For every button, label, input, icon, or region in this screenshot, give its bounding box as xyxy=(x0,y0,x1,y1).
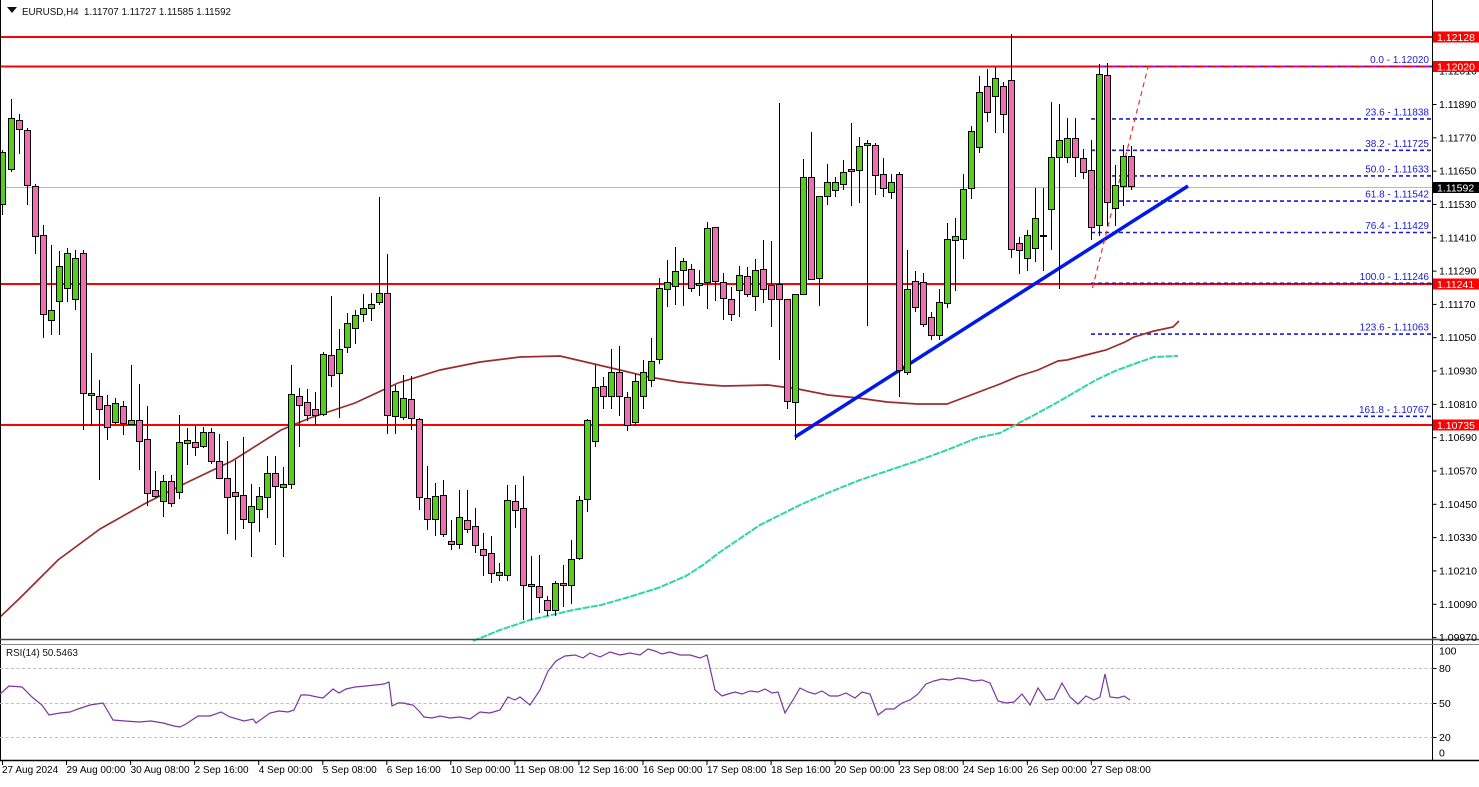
svg-text:20: 20 xyxy=(1439,732,1451,744)
svg-text:18 Sep 16:00: 18 Sep 16:00 xyxy=(771,765,831,776)
svg-text:6 Sep 16:00: 6 Sep 16:00 xyxy=(387,765,441,776)
svg-text:24 Sep 16:00: 24 Sep 16:00 xyxy=(963,765,1023,776)
svg-text:12 Sep 16:00: 12 Sep 16:00 xyxy=(579,765,639,776)
svg-text:61.8 - 1.11542: 61.8 - 1.11542 xyxy=(1365,190,1429,201)
svg-text:76.4 - 1.11429: 76.4 - 1.11429 xyxy=(1365,221,1429,232)
svg-text:23.6 - 1.11838: 23.6 - 1.11838 xyxy=(1365,107,1429,118)
svg-text:1.10330: 1.10330 xyxy=(1439,532,1477,544)
svg-text:1.11770: 1.11770 xyxy=(1439,132,1476,144)
svg-text:1.11410: 1.11410 xyxy=(1439,232,1476,244)
svg-text:50: 50 xyxy=(1439,698,1451,710)
svg-text:1.10930: 1.10930 xyxy=(1439,366,1477,378)
svg-text:1.11592: 1.11592 xyxy=(1437,182,1474,194)
svg-text:0: 0 xyxy=(1439,748,1445,760)
svg-text:1.11170: 1.11170 xyxy=(1439,299,1476,311)
svg-text:100: 100 xyxy=(1439,646,1457,658)
svg-text:0.0 - 1.12020: 0.0 - 1.12020 xyxy=(1370,55,1429,66)
svg-text:1.11530: 1.11530 xyxy=(1439,199,1476,211)
svg-text:2 Sep 16:00: 2 Sep 16:00 xyxy=(195,765,249,776)
svg-text:161.8 - 1.10767: 161.8 - 1.10767 xyxy=(1359,405,1429,416)
svg-text:38.2 - 1.11725: 38.2 - 1.11725 xyxy=(1365,139,1429,150)
svg-text:1.12020: 1.12020 xyxy=(1437,61,1475,73)
svg-text:50.0 - 1.11633: 50.0 - 1.11633 xyxy=(1365,164,1429,175)
svg-text:5 Sep 08:00: 5 Sep 08:00 xyxy=(323,765,377,776)
svg-text:23 Sep 08:00: 23 Sep 08:00 xyxy=(899,765,959,776)
svg-text:1.10450: 1.10450 xyxy=(1439,499,1477,511)
svg-text:1.11890: 1.11890 xyxy=(1439,99,1476,111)
svg-text:4 Sep 00:00: 4 Sep 00:00 xyxy=(259,765,313,776)
svg-text:1.10090: 1.10090 xyxy=(1439,599,1477,611)
svg-text:29 Aug 00:00: 29 Aug 00:00 xyxy=(67,765,126,776)
svg-text:100.0 - 1.11246: 100.0 - 1.11246 xyxy=(1360,272,1430,283)
svg-text:1.11290: 1.11290 xyxy=(1439,266,1476,278)
svg-text:16 Sep 00:00: 16 Sep 00:00 xyxy=(643,765,703,776)
svg-text:1.11650: 1.11650 xyxy=(1439,166,1476,178)
svg-text:30 Aug 08:00: 30 Aug 08:00 xyxy=(131,765,190,776)
svg-text:26 Sep 00:00: 26 Sep 00:00 xyxy=(1027,765,1087,776)
svg-text:1.11241: 1.11241 xyxy=(1437,279,1474,291)
svg-text:10 Sep 00:00: 10 Sep 00:00 xyxy=(451,765,511,776)
svg-text:1.10810: 1.10810 xyxy=(1439,399,1477,411)
svg-text:11 Sep 08:00: 11 Sep 08:00 xyxy=(515,765,574,776)
svg-text:1.10735: 1.10735 xyxy=(1437,420,1475,432)
svg-text:EURUSD,H4 1.11707 1.11727 1.1: EURUSD,H4 1.11707 1.11727 1.11585 1.1159… xyxy=(22,7,231,18)
svg-text:1.09970: 1.09970 xyxy=(1439,632,1477,644)
svg-text:1.10570: 1.10570 xyxy=(1439,466,1477,478)
svg-text:RSI(14) 50.5463: RSI(14) 50.5463 xyxy=(6,648,78,659)
svg-text:123.6 - 1.11063: 123.6 - 1.11063 xyxy=(1360,323,1430,334)
svg-text:17 Sep 08:00: 17 Sep 08:00 xyxy=(707,765,767,776)
svg-text:80: 80 xyxy=(1439,663,1451,675)
svg-text:1.10690: 1.10690 xyxy=(1439,432,1477,444)
svg-text:1.11050: 1.11050 xyxy=(1439,332,1476,344)
svg-text:1.10210: 1.10210 xyxy=(1439,565,1477,577)
svg-text:27 Aug 2024: 27 Aug 2024 xyxy=(2,765,59,776)
svg-text:1.12128: 1.12128 xyxy=(1437,32,1475,44)
svg-text:27 Sep 08:00: 27 Sep 08:00 xyxy=(1091,765,1151,776)
svg-text:20 Sep 00:00: 20 Sep 00:00 xyxy=(835,765,895,776)
